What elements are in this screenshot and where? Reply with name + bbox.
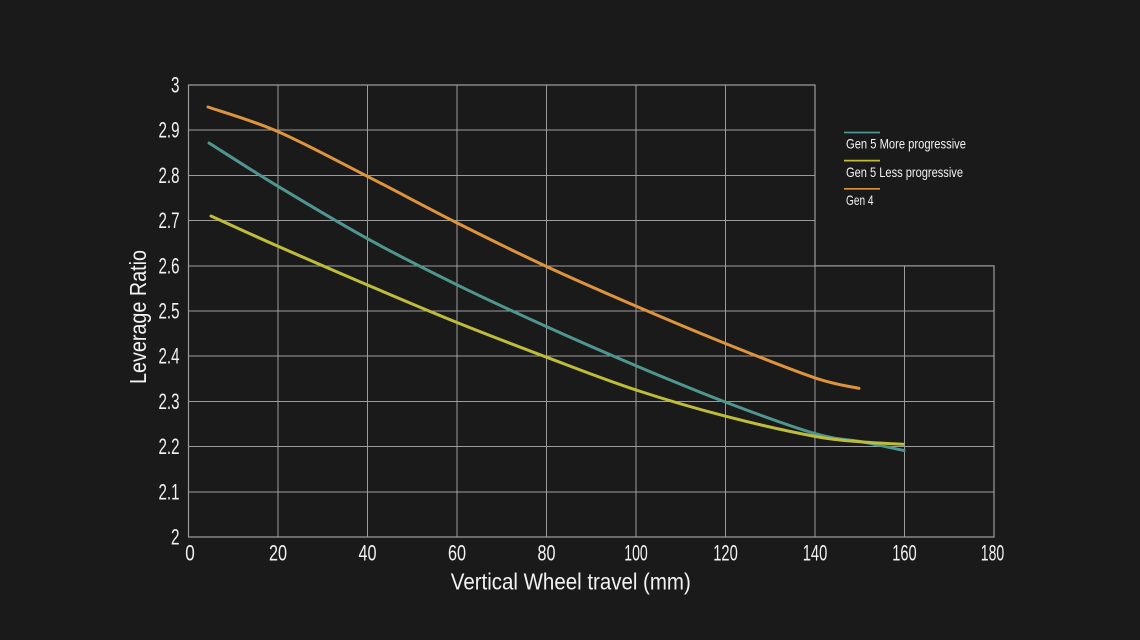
svg-text:2.2: 2.2 bbox=[159, 434, 180, 459]
svg-text:Gen 5 Less progressive: Gen 5 Less progressive bbox=[846, 164, 963, 180]
svg-text:60: 60 bbox=[448, 541, 466, 566]
svg-text:2.4: 2.4 bbox=[159, 344, 180, 369]
svg-text:Gen 5 More progressive: Gen 5 More progressive bbox=[846, 136, 966, 152]
svg-text:Gen 4: Gen 4 bbox=[846, 192, 874, 208]
svg-text:2.5: 2.5 bbox=[159, 299, 180, 324]
svg-text:140: 140 bbox=[803, 541, 828, 566]
svg-text:2: 2 bbox=[171, 525, 180, 550]
svg-text:2.6: 2.6 bbox=[159, 253, 180, 278]
svg-text:2.9: 2.9 bbox=[159, 118, 180, 143]
svg-text:2.7: 2.7 bbox=[159, 208, 180, 233]
svg-text:120: 120 bbox=[713, 541, 738, 566]
svg-text:20: 20 bbox=[269, 541, 287, 566]
svg-text:2.1: 2.1 bbox=[159, 479, 180, 504]
svg-text:40: 40 bbox=[359, 541, 377, 566]
svg-text:Leverage Ratio: Leverage Ratio bbox=[125, 250, 151, 384]
svg-text:2.8: 2.8 bbox=[159, 163, 180, 188]
svg-text:160: 160 bbox=[892, 541, 916, 566]
svg-text:180: 180 bbox=[981, 541, 1004, 566]
svg-text:0: 0 bbox=[185, 541, 195, 566]
svg-text:80: 80 bbox=[538, 541, 556, 566]
svg-text:100: 100 bbox=[624, 541, 648, 566]
svg-text:3: 3 bbox=[171, 73, 180, 98]
svg-text:2.3: 2.3 bbox=[159, 389, 180, 414]
svg-text:Vertical Wheel travel (mm): Vertical Wheel travel (mm) bbox=[451, 569, 691, 595]
